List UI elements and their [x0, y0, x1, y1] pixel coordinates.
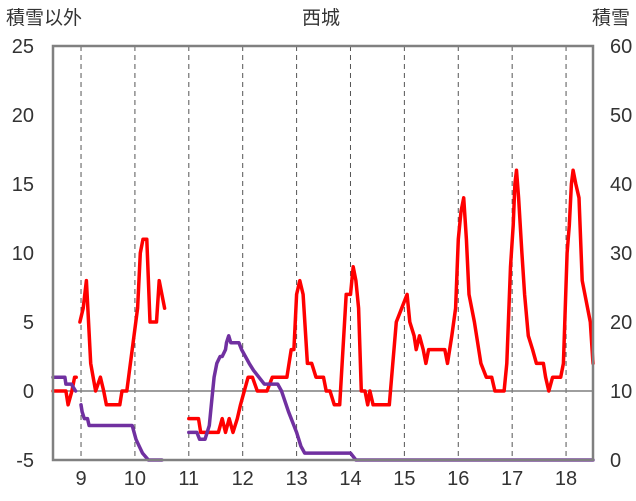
- right-tick-label: 20: [610, 312, 632, 334]
- right-series-line-segment-2: [79, 403, 164, 462]
- left-tick-label: 15: [12, 174, 34, 196]
- x-tick-label: 16: [447, 468, 469, 490]
- plot-frame: [51, 44, 595, 462]
- x-tick-label: 9: [75, 468, 86, 490]
- x-tick-label: 14: [339, 468, 361, 490]
- right-axis-label: 積雪: [592, 7, 630, 29]
- x-tick-label: 17: [501, 468, 523, 490]
- right-tick-label: 0: [610, 450, 621, 472]
- left-axis-label: 積雪以外: [6, 7, 82, 29]
- series-layer: [51, 168, 595, 462]
- left-series-line-segment-1: [51, 375, 78, 407]
- left-tick-label: 5: [23, 312, 34, 334]
- left-tick-label: -5: [16, 450, 34, 472]
- right-tick-label: 10: [610, 381, 632, 403]
- left-tick-label: 25: [12, 36, 34, 58]
- right-tick-label: 30: [610, 243, 632, 265]
- left-tick-label: 20: [12, 105, 34, 127]
- right-tick-label: 50: [610, 105, 632, 127]
- x-tick-label: 13: [285, 468, 307, 490]
- left-tick-label: 0: [23, 381, 34, 403]
- right-tick-label: 60: [610, 36, 632, 58]
- chart-title: 西城: [302, 7, 340, 29]
- x-tick-label: 18: [555, 468, 577, 490]
- right-series-line-segment-1: [51, 375, 78, 393]
- x-tick-label: 10: [124, 468, 146, 490]
- left-tick-label: 10: [12, 243, 34, 265]
- right-series-line-segment-3: [187, 334, 595, 462]
- left-axis-ticks: -5 0 5 10 15 20 25: [12, 36, 34, 472]
- left-series-line-segment-3: [187, 168, 595, 435]
- x-tick-label: 11: [178, 468, 199, 490]
- left-series-line-segment-2: [78, 237, 167, 407]
- plot-border: [51, 44, 595, 462]
- x-axis-ticks: 9 10 11 12 13 14 15 16 17 18: [75, 468, 577, 490]
- x-tick-label: 12: [232, 468, 254, 490]
- right-tick-label: 40: [610, 174, 632, 196]
- x-tick-label: 15: [393, 468, 415, 490]
- right-axis-ticks: 0 10 20 30 40 50 60: [610, 36, 632, 472]
